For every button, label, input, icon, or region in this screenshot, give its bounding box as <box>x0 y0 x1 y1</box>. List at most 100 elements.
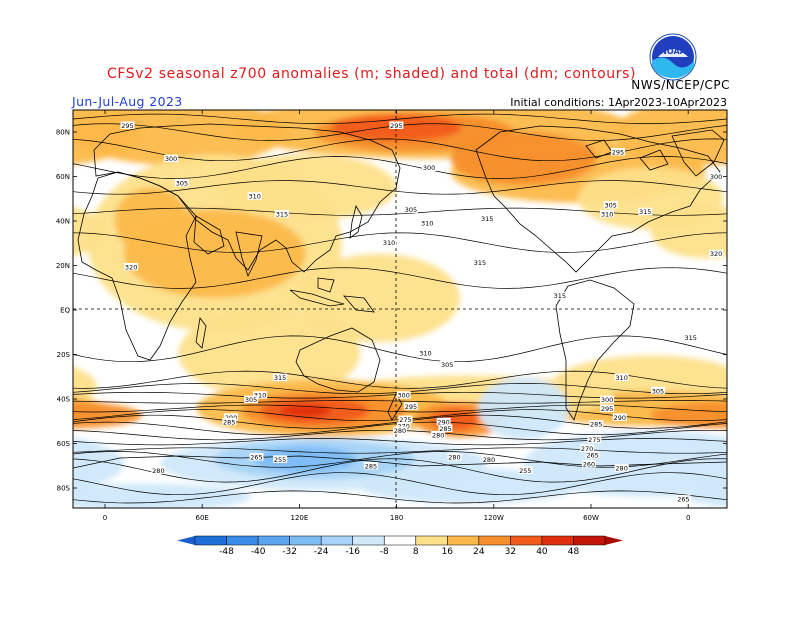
contour-label-bg <box>436 417 451 426</box>
anomaly-blob <box>73 207 106 256</box>
contour-label-bg <box>683 333 698 342</box>
colorbar-arrow-left <box>177 536 195 545</box>
contour-line <box>73 232 727 253</box>
colorbar-segment <box>384 536 417 545</box>
contour-label: 305 <box>441 361 453 369</box>
anomaly-blob <box>650 205 727 259</box>
lon-label: 60W <box>583 514 599 522</box>
contour-label: 295 <box>121 122 133 130</box>
contour-label-bg <box>422 163 437 171</box>
anomaly-blob <box>73 366 97 407</box>
anomaly-blob <box>114 187 188 254</box>
contour-label: 300 <box>710 173 722 181</box>
contour-labels: 295 2952953003003003053053053103103103153… <box>120 121 724 504</box>
contour-label-bg <box>247 192 262 200</box>
colorbar-segment <box>289 536 322 545</box>
colorbar-tick-label: -8 <box>380 547 389 557</box>
colorbar-arrow-right <box>605 536 623 545</box>
contour-label: 295 <box>601 405 613 413</box>
map-title: CFSv2 seasonal z700 anomalies (m; shaded… <box>107 66 637 82</box>
svg-text:NOAA: NOAA <box>660 47 686 56</box>
lat-label: EQ <box>60 307 70 315</box>
contour-label-bg <box>273 455 288 463</box>
contour-label-bg <box>398 415 413 424</box>
contour-line <box>73 438 727 446</box>
contour-label-bg <box>175 178 189 187</box>
colorbar-tick-label: -16 <box>345 547 360 557</box>
contour-label-bg <box>603 201 618 209</box>
contour-label-bg <box>396 422 411 430</box>
colorbar-tick-label: 32 <box>505 547 516 557</box>
contour-label-bg <box>611 148 625 156</box>
contour-label-bg <box>403 205 418 213</box>
contour-label: 275 <box>399 416 411 424</box>
contour-label: 280 <box>615 465 627 473</box>
source-agency: NWS/NCEP/CPC <box>631 78 730 92</box>
anomaly-blob <box>296 253 460 343</box>
colorbar-tick-label: -24 <box>314 547 329 557</box>
contour-label: 315 <box>276 210 288 218</box>
contour-label-bg <box>222 417 237 426</box>
contour-line <box>73 490 727 504</box>
contour-label: 305 <box>652 387 664 395</box>
contour-label-bg <box>440 360 455 368</box>
contour-label: 310 <box>601 210 613 218</box>
contour-label-bg <box>585 450 600 459</box>
contour-label: 305 <box>176 179 188 187</box>
colorbar-segment <box>226 536 259 545</box>
anomaly-blob <box>73 483 252 508</box>
anomaly-blob <box>214 154 397 221</box>
contour-label-bg <box>676 495 691 503</box>
contour-line <box>73 447 727 454</box>
forecast-period: Jun-Jul-Aug 2023 <box>72 94 183 109</box>
contour-line <box>73 267 727 289</box>
contour-label: 285 <box>365 462 377 470</box>
lat-label: 60N <box>56 173 70 181</box>
contour-label: 275 <box>588 436 600 444</box>
contour-line <box>73 207 727 216</box>
contour-label: 315 <box>639 208 651 216</box>
contour-label-bg <box>274 209 289 218</box>
contour-label: 310 <box>615 374 627 382</box>
colorbar-segment <box>352 536 385 545</box>
contour-label: 300 <box>397 392 409 400</box>
colorbar-segment <box>258 536 291 545</box>
contour-label: 320 <box>710 250 722 258</box>
contour-label: 265 <box>677 496 689 504</box>
contour-label-bg <box>389 121 404 129</box>
contour-label-bg <box>552 291 567 300</box>
contour-label-bg <box>612 413 627 421</box>
contour-label: 285 <box>223 418 235 426</box>
contour-label-bg <box>120 121 135 129</box>
lat-label: 20N <box>56 262 70 270</box>
contour-label: 315 <box>274 374 286 382</box>
contour-label-bg <box>363 461 378 470</box>
colorbar-segment <box>478 536 511 545</box>
contour-label: 310 <box>254 392 266 400</box>
coastlines <box>73 123 727 469</box>
color-scale-bar: -48 -40 -32 -24 -16 -8 8 16 24 32 40 48 <box>177 535 623 557</box>
contour-label: 315 <box>554 292 566 300</box>
lon-label: 0 <box>103 514 107 522</box>
graticule <box>73 110 727 508</box>
contour-label: 265 <box>586 451 598 459</box>
contour-label-bg <box>614 373 629 382</box>
contour-label: 305 <box>245 396 257 404</box>
colorbar-segment <box>195 536 228 545</box>
contour-label-bg <box>431 431 446 439</box>
contour-label: 280 <box>152 467 164 475</box>
contour-label-bg <box>447 453 462 461</box>
contour-label-bg <box>709 249 724 258</box>
contour-label-bg <box>518 466 533 474</box>
contour-label-bg <box>589 419 604 428</box>
lat-label: 60S <box>57 440 71 448</box>
lon-label: 0 <box>686 514 690 522</box>
colorbar-segment <box>415 536 448 545</box>
contour-label: 265 <box>250 454 262 462</box>
contour-label-bg <box>650 386 665 395</box>
contour-label-bg <box>600 209 615 218</box>
contour-label-bg <box>420 218 435 227</box>
map-frame <box>72 109 728 509</box>
contour-label: 280 <box>483 456 495 464</box>
contour-label: 315 <box>474 259 486 267</box>
